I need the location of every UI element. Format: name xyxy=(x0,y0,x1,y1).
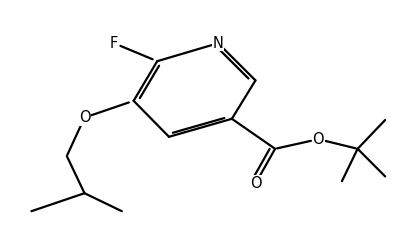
Text: O: O xyxy=(79,110,90,125)
Text: O: O xyxy=(312,132,324,147)
Text: O: O xyxy=(250,176,261,191)
Text: N: N xyxy=(213,36,224,51)
Text: F: F xyxy=(110,36,118,51)
